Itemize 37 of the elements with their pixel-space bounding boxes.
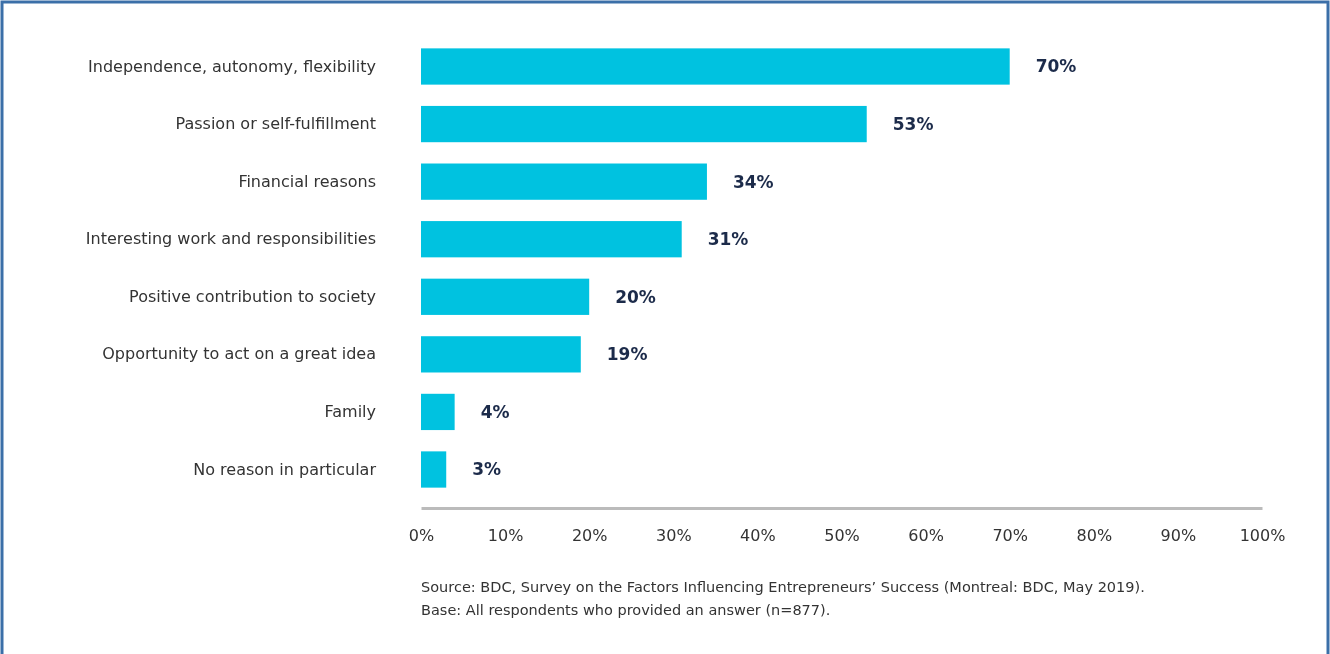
bar — [421, 163, 707, 200]
y-tick-label: Positive contribution to society — [129, 286, 376, 306]
data-label: 70% — [1035, 56, 1077, 77]
data-label: 19% — [606, 344, 648, 365]
bar — [421, 48, 1010, 85]
y-tick-label: Family — [324, 402, 376, 422]
bar — [421, 393, 455, 431]
x-tick-label: 60% — [908, 526, 944, 546]
y-tick-label: Financial reasons — [238, 171, 376, 191]
x-tick-label: 90% — [1160, 526, 1197, 546]
data-label: 53% — [892, 114, 934, 135]
y-tick-label: Passion or self-fulfillment — [175, 114, 376, 134]
data-label: 4% — [480, 401, 510, 422]
bar — [421, 105, 867, 143]
x-tick-label: 20% — [571, 526, 608, 546]
x-tick-label: 0% — [408, 526, 435, 546]
y-tick-label: Interesting work and responsibilities — [85, 229, 376, 249]
y-tick-label: Opportunity to act on a great idea — [102, 344, 376, 364]
data-label: 31% — [707, 229, 749, 250]
x-tick-label: 70% — [992, 526, 1028, 546]
bar — [421, 278, 590, 315]
x-tick-label: 80% — [1076, 526, 1113, 546]
x-tick-label: 30% — [656, 526, 692, 546]
x-tick-label: 100% — [1239, 526, 1286, 546]
source-note: Source: BDC, Survey on the Factors Influencing Entrepreneurs’ Success (Montreal: BDC, May 2019). — [421, 579, 1145, 595]
data-label: 3% — [472, 459, 502, 480]
y-tick-label: Independence, autonomy, flexibility — [88, 56, 376, 76]
data-label: 20% — [615, 286, 656, 307]
data-label: 34% — [732, 171, 774, 192]
x-tick-label: 40% — [740, 526, 776, 546]
bar — [421, 221, 682, 258]
text: Base: All respondents who provided an answer (n=877). — [421, 602, 831, 618]
bar — [421, 451, 447, 488]
y-tick-label: No reason in particular — [193, 459, 377, 479]
bar — [421, 336, 581, 373]
x-tick-label: 10% — [487, 526, 524, 546]
x-tick-label: 50% — [824, 526, 860, 546]
